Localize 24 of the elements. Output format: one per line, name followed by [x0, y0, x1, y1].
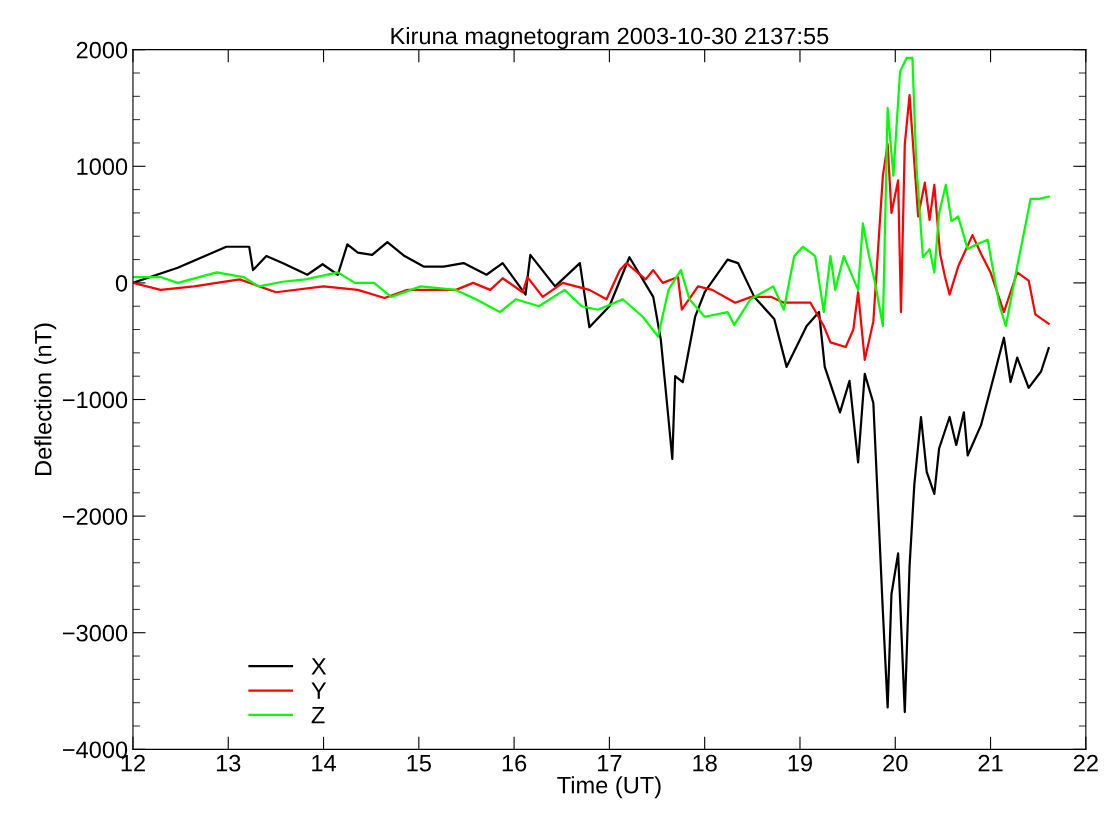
x-tick-label: 13	[216, 754, 241, 772]
x-tick-label: 21	[978, 754, 1003, 772]
y-tick-label: 2000	[76, 41, 128, 59]
y-tick-label: 0	[115, 274, 128, 292]
x-tick-label: 14	[312, 755, 336, 772]
y-axis-title: Deflection (nT)	[34, 323, 57, 475]
x-tick-label: 17	[598, 755, 622, 772]
legend-label: X	[311, 658, 327, 675]
x-tick-label: 15	[407, 755, 431, 772]
legend-label: Y	[311, 682, 327, 699]
x-tick-label: 20	[883, 754, 908, 772]
x-tick-label: 19	[788, 754, 812, 772]
y-tick-label: −3000	[62, 624, 128, 642]
x-axis-title: Time (UT)	[557, 776, 661, 799]
y-tick-label: 1000	[77, 158, 128, 176]
legend-label: Z	[311, 706, 325, 724]
line-series	[132, 94, 1050, 361]
x-tick-label: 18	[693, 754, 717, 772]
x-tick-label: 22	[1073, 754, 1098, 772]
y-tick-label: −2000	[62, 508, 128, 525]
y-tick-label: −1000	[62, 391, 128, 409]
x-tick-label: 16	[502, 754, 527, 772]
line-series	[132, 56, 1050, 338]
chart-title: Kiruna magnetogram 2003-10-30 2137:55	[391, 27, 829, 50]
